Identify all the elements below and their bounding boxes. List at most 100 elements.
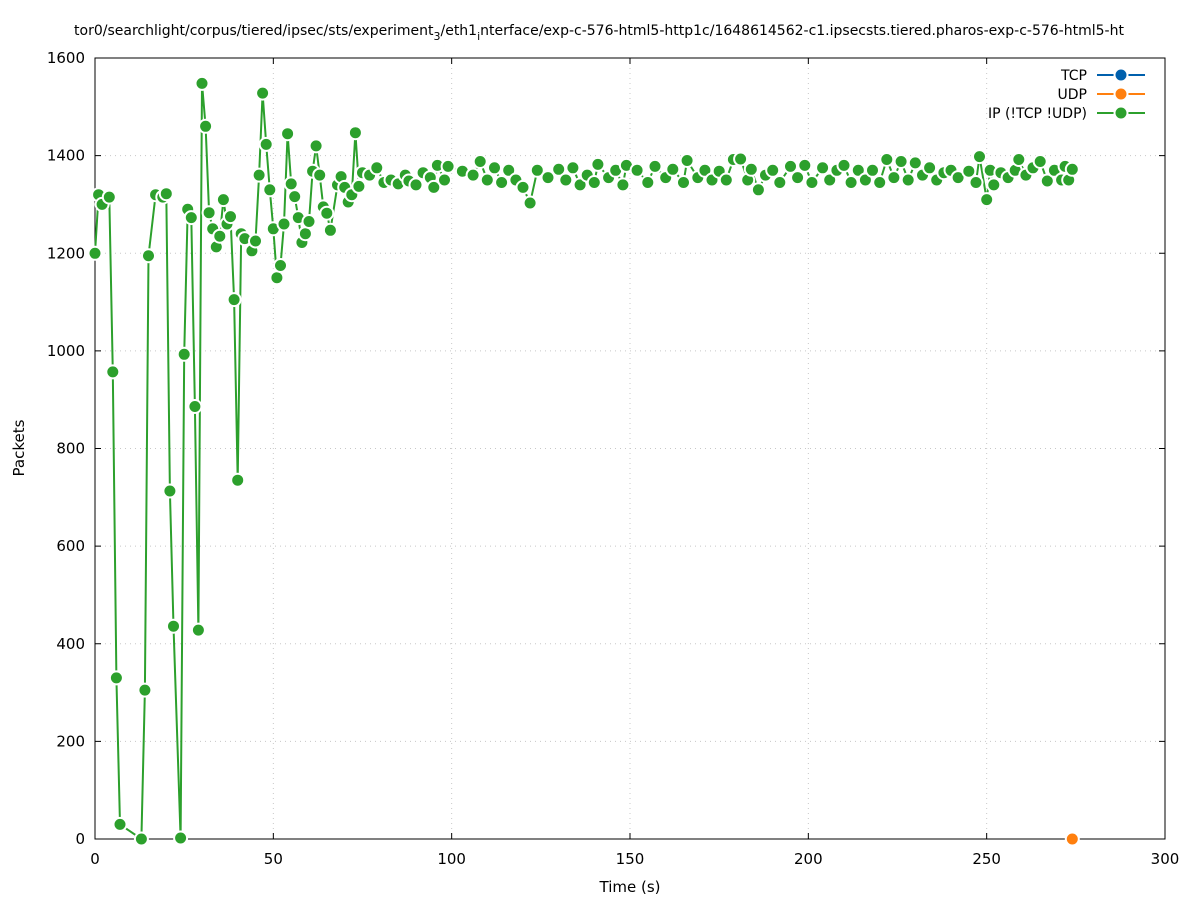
grid-lines: [95, 58, 1165, 839]
y-tick-label: 800: [56, 440, 85, 458]
legend-marker: [1113, 67, 1129, 83]
data-point: [551, 161, 567, 177]
data-point: [101, 189, 117, 205]
x-tick-label: 200: [794, 850, 823, 868]
x-axis-label: Time (s): [599, 878, 661, 896]
y-tick-labels: 0 200 400 600 800 1000 1200 1400 1600: [47, 49, 85, 848]
data-point: [900, 172, 916, 188]
x-tick-labels: 0 50 100 150 200 250 300: [90, 850, 1179, 868]
data-point: [194, 75, 210, 91]
legend-marker: [1113, 86, 1129, 102]
data-point: [743, 161, 759, 177]
legend-label: IP (!TCP !UDP): [988, 106, 1087, 122]
data-point: [472, 154, 488, 169]
data-point: [697, 162, 713, 178]
x-tick-label: 300: [1151, 850, 1180, 868]
data-point: [440, 158, 456, 174]
data-point: [540, 170, 556, 186]
data-point: [369, 160, 385, 176]
data-point: [893, 154, 909, 169]
data-point: [301, 214, 317, 229]
y-tick-label: 1400: [47, 147, 85, 165]
data-point: [797, 157, 813, 173]
data-point: [248, 233, 263, 249]
data-point: [162, 483, 178, 499]
data-point: [565, 160, 581, 176]
data-point: [590, 156, 606, 172]
data-point: [408, 177, 424, 193]
data-point: [273, 258, 288, 273]
data-point: [105, 364, 121, 380]
data-point: [198, 118, 214, 134]
y-tick-label: 1200: [47, 244, 85, 262]
data-point: [718, 172, 734, 188]
data-point: [215, 192, 231, 208]
data-point: [201, 205, 217, 221]
y-tick-label: 200: [56, 732, 85, 750]
data-point: [886, 170, 902, 186]
data-point: [108, 670, 124, 686]
data-point: [312, 167, 328, 183]
legend-label: UDP: [1058, 87, 1087, 103]
y-tick-label: 0: [75, 830, 85, 848]
data-point: [640, 175, 656, 190]
data-point: [961, 163, 977, 179]
data-point: [586, 175, 602, 190]
data-point: [665, 161, 681, 177]
data-point: [158, 186, 174, 202]
data-point: [255, 85, 271, 101]
data-point: [968, 175, 984, 190]
y-tick-label: 1000: [47, 342, 85, 360]
data-point: [322, 222, 338, 238]
data-point: [351, 178, 367, 194]
data-point: [815, 160, 831, 176]
data-point: [772, 175, 788, 190]
data-point: [986, 177, 1002, 193]
data-point: [1032, 154, 1048, 169]
data-point: [226, 292, 242, 308]
series-layer: [87, 75, 1080, 847]
legend: TCP UDP IP (!TCP !UDP): [988, 67, 1145, 122]
chart-title: tor0/searchlight/corpus/tiered/ipsec/sts…: [74, 23, 1124, 43]
data-point: [804, 175, 820, 190]
y-tick-label: 600: [56, 537, 85, 555]
data-point: [112, 816, 128, 832]
data-point: [487, 160, 502, 176]
data-point: [679, 153, 695, 168]
data-point: [479, 172, 495, 188]
data-point: [308, 138, 324, 154]
legend-marker: [1113, 105, 1129, 121]
data-point: [283, 176, 299, 192]
data-point: [872, 175, 888, 190]
data-point: [836, 157, 852, 173]
data-point: [879, 152, 895, 167]
data-point: [1011, 152, 1027, 167]
data-point: [319, 205, 335, 221]
data-point: [269, 270, 285, 286]
data-point: [907, 155, 923, 171]
x-tick-label: 50: [264, 850, 283, 868]
data-point: [347, 125, 363, 141]
series-1: [1064, 831, 1080, 847]
data-point: [750, 182, 766, 198]
data-point: [137, 682, 153, 698]
data-point: [733, 151, 749, 167]
data-point: [1039, 173, 1055, 189]
data-point: [950, 170, 966, 186]
series-2: [87, 75, 1080, 847]
data-point: [922, 160, 938, 176]
data-point: [783, 158, 798, 174]
x-tick-label: 150: [616, 850, 645, 868]
data-point: [287, 189, 303, 205]
data-point: [615, 177, 631, 193]
data-point: [87, 245, 103, 261]
data-point: [515, 179, 531, 195]
data-point: [857, 172, 873, 188]
y-tick-label: 1600: [47, 49, 85, 67]
x-tick-label: 250: [972, 850, 1001, 868]
x-tick-label: 100: [437, 850, 466, 868]
data-point: [276, 216, 292, 232]
data-point: [676, 175, 691, 190]
